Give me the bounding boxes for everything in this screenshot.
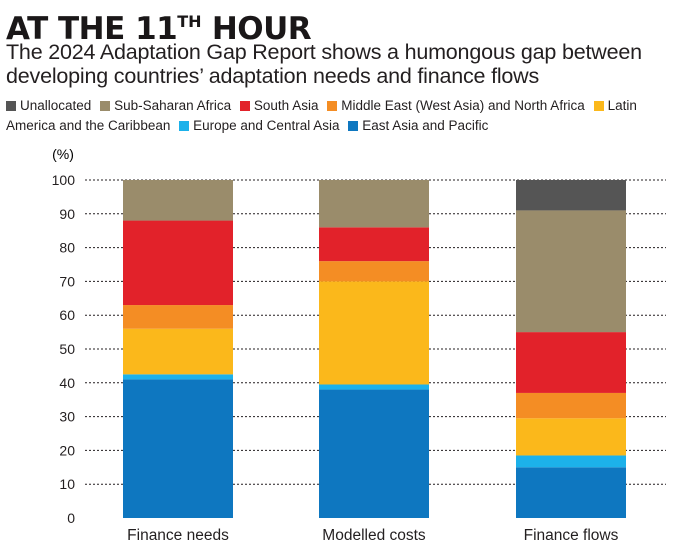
legend-label: Unallocated xyxy=(20,98,92,113)
legend-item-middle-east-west-asia-and-north-africa: Middle East (West Asia) and North Africa xyxy=(327,98,585,113)
y-tick-label: 40 xyxy=(59,375,75,391)
title-main: AT THE 11 xyxy=(6,11,178,47)
chart-subtitle: The 2024 Adaptation Gap Report shows a h… xyxy=(6,40,642,88)
bars xyxy=(123,180,626,518)
legend-swatch xyxy=(179,121,190,131)
bar-segment-finance-needs-east-asia-and-pacific xyxy=(123,379,233,518)
bar-segment-finance-needs-europe-and-central-asia xyxy=(123,374,233,380)
legend-swatch xyxy=(239,101,250,111)
bar-segment-modelled-costs-latin-america-and-the-caribbean xyxy=(319,281,429,385)
bar-segment-finance-needs-middle-east-west-asia-and-north-africa xyxy=(123,305,233,329)
chart-title: AT THE 11TH HOUR xyxy=(6,4,312,47)
legend-item-sub-saharan-africa: Sub-Saharan Africa xyxy=(100,98,231,113)
bar-segment-finance-flows-europe-and-central-asia xyxy=(516,455,626,468)
y-tick-label: 30 xyxy=(59,409,75,425)
bar-segment-modelled-costs-europe-and-central-asia xyxy=(319,384,429,390)
legend-swatch xyxy=(593,101,604,111)
legend-label: Latin America and the Caribbean xyxy=(6,98,637,133)
legend-label: South Asia xyxy=(253,98,319,113)
legend-swatch xyxy=(327,101,338,111)
bar-segment-finance-flows-latin-america-and-the-caribbean xyxy=(516,418,626,456)
x-tick-label: Modelled costs xyxy=(322,527,426,544)
legend-label: East Asia and Pacific xyxy=(362,118,489,133)
bar-segment-modelled-costs-south-asia xyxy=(319,227,429,262)
legend-label: Europe and Central Asia xyxy=(193,118,340,133)
y-tick-label: 60 xyxy=(59,307,75,323)
legend-label: Sub-Saharan Africa xyxy=(114,98,232,113)
y-tick-label: 80 xyxy=(59,240,75,256)
y-tick-label: 100 xyxy=(52,172,76,188)
y-tick-label: 0 xyxy=(67,510,75,526)
legend-item-latin-america-and-the-caribbean: Latin America and the Caribbean xyxy=(6,98,637,133)
bar-segment-finance-flows-sub-saharan-africa xyxy=(516,210,626,333)
y-tick-label: 70 xyxy=(59,273,75,289)
y-axis-label: (%) xyxy=(52,146,74,162)
legend-swatch xyxy=(6,101,16,111)
bar-segment-finance-needs-south-asia xyxy=(123,220,233,306)
title-superscript: TH xyxy=(177,12,202,31)
legend-item-south-asia: South Asia xyxy=(239,98,319,113)
legend-swatch xyxy=(348,121,359,131)
x-tick-label: Finance needs xyxy=(127,527,229,544)
legend-item-europe-and-central-asia: Europe and Central Asia xyxy=(179,118,339,133)
bar-segment-modelled-costs-middle-east-west-asia-and-north-africa xyxy=(319,261,429,282)
bar-segment-finance-flows-unallocated xyxy=(516,180,626,211)
y-tick-label: 10 xyxy=(59,476,75,492)
stacked-bar-chart: 0 10 20 30 40 50 60 70 80 90 100 Finance needs Mode… xyxy=(52,146,666,544)
bar-segment-modelled-costs-sub-saharan-africa xyxy=(319,180,429,228)
legend-swatch xyxy=(100,101,111,111)
bar-segment-modelled-costs-east-asia-and-pacific xyxy=(319,389,429,518)
legend-item-unallocated: Unallocated xyxy=(6,98,91,113)
x-tick-label: Finance flows xyxy=(524,527,619,544)
y-tick-label: 50 xyxy=(59,341,75,357)
bar-segment-finance-needs-latin-america-and-the-caribbean xyxy=(123,328,233,375)
x-axis-ticks: Finance needs Modelled costs Finance flows xyxy=(127,527,618,544)
legend-item-east-asia-and-pacific: East Asia and Pacific xyxy=(348,118,488,133)
legend-label: Middle East (West Asia) and North Africa xyxy=(341,98,585,113)
y-axis-ticks: 0 10 20 30 40 50 60 70 80 90 100 xyxy=(52,172,76,526)
bar-segment-finance-flows-middle-east-west-asia-and-north-africa xyxy=(516,392,626,419)
bar-segment-finance-flows-east-asia-and-pacific xyxy=(516,467,626,518)
title-end: HOUR xyxy=(201,11,312,47)
y-tick-label: 20 xyxy=(59,442,75,458)
chart-legend: Unallocated Sub-Saharan Africa South Asi… xyxy=(6,96,688,136)
bar-segment-finance-flows-south-asia xyxy=(516,332,626,393)
y-tick-label: 90 xyxy=(59,206,75,222)
bar-segment-finance-needs-sub-saharan-africa xyxy=(123,180,233,221)
